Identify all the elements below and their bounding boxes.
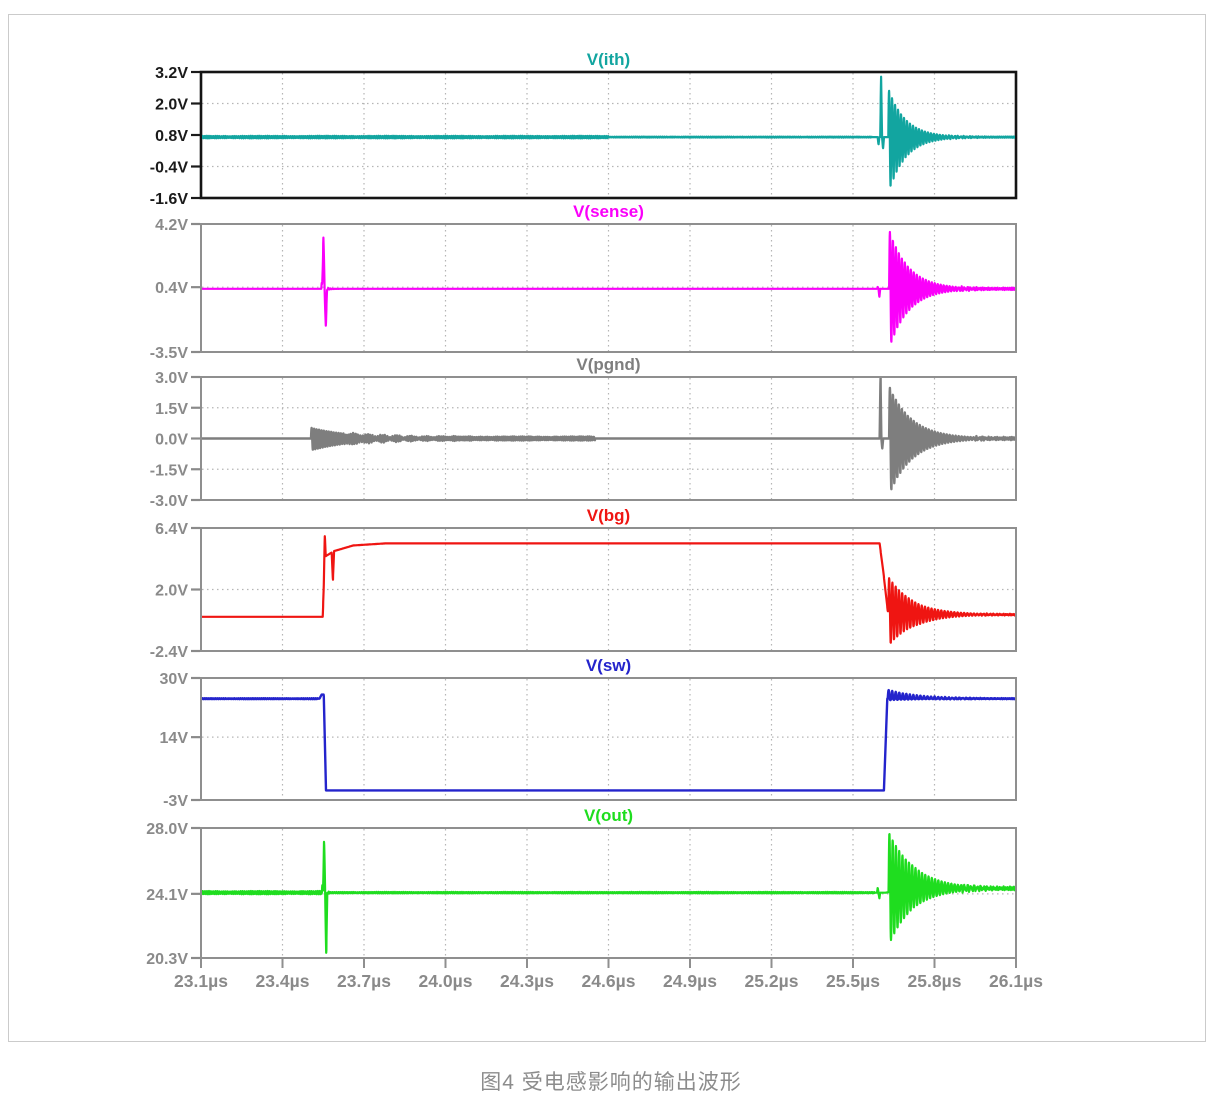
- trace-bg: [202, 535, 1015, 644]
- panel-title-out: V(out): [584, 806, 633, 825]
- y-tick-label: -1.6V: [150, 191, 189, 208]
- y-tick-label: -3.0V: [150, 493, 189, 510]
- y-tick-label: 4.2V: [155, 217, 188, 234]
- x-tick-label: 25.5µs: [826, 971, 880, 991]
- y-tick-label: 20.3V: [146, 951, 188, 968]
- x-tick-label: 25.8µs: [908, 971, 962, 991]
- x-tick-label: 23.7µs: [337, 971, 391, 991]
- panel-title-sense: V(sense): [573, 202, 644, 221]
- y-tick-label: 24.1V: [146, 887, 188, 904]
- x-tick-label: 24.6µs: [582, 971, 636, 991]
- y-tick-label: -2.4V: [150, 644, 189, 661]
- panel-border-sw: [200, 677, 1017, 801]
- x-tick-label: 23.1µs: [174, 971, 228, 991]
- panel-title-pgnd: V(pgnd): [576, 355, 640, 374]
- y-tick-label: 6.4V: [155, 521, 188, 538]
- y-tick-label: 14V: [160, 730, 189, 747]
- y-tick-label: 30V: [160, 671, 189, 688]
- y-tick-label: 0.8V: [155, 128, 188, 145]
- y-tick-label: 0.0V: [155, 432, 188, 449]
- panel-border-bg: [200, 527, 1017, 652]
- y-tick-label: -3V: [163, 793, 188, 810]
- y-tick-label: -1.5V: [150, 462, 189, 479]
- trace-pgnd: [202, 378, 1015, 491]
- panel-title-ith: V(ith): [587, 50, 630, 69]
- y-tick-label: 2.0V: [155, 97, 188, 114]
- y-tick-label: 2.0V: [155, 583, 188, 600]
- figure-caption: 图4 受电感影响的输出波形: [480, 1071, 742, 1094]
- x-tick-label: 24.3µs: [500, 971, 554, 991]
- y-tick-label: -0.4V: [150, 160, 189, 177]
- x-tick-label: 24.0µs: [419, 971, 473, 991]
- panel-border-ith: [199, 70, 1018, 200]
- x-tick-label: 24.9µs: [663, 971, 717, 991]
- y-tick-label: 3.2V: [155, 65, 188, 82]
- y-tick-label: 3.0V: [155, 370, 188, 387]
- trace-out: [202, 832, 1015, 954]
- x-tick-label: 26.1µs: [989, 971, 1043, 991]
- panel-title-sw: V(sw): [586, 656, 631, 675]
- panel-title-bg: V(bg): [587, 506, 630, 525]
- y-tick-label: 0.4V: [155, 280, 188, 297]
- y-tick-label: 28.0V: [146, 821, 188, 838]
- y-tick-label: -3.5V: [150, 345, 189, 362]
- trace-ith: [202, 75, 1015, 187]
- panel-border-pgnd: [200, 376, 1017, 501]
- trace-sense: [202, 230, 1015, 343]
- x-tick-label: 25.2µs: [745, 971, 799, 991]
- x-tick-label: 23.4µs: [256, 971, 310, 991]
- y-tick-label: 1.5V: [155, 401, 188, 418]
- trace-sw: [202, 688, 1015, 792]
- panel-border-sense: [200, 223, 1017, 353]
